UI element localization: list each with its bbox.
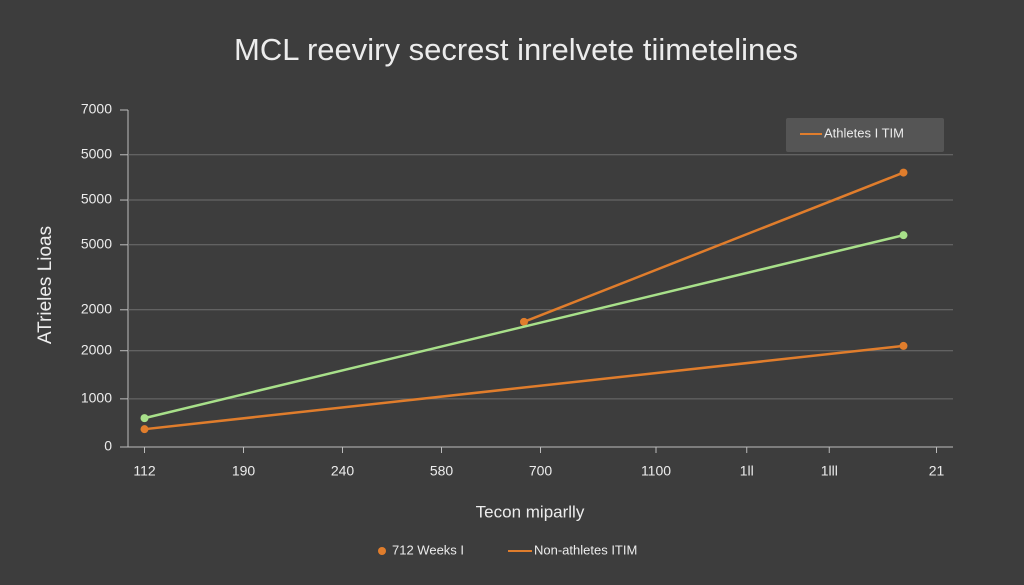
x-tick-label: 1ll	[740, 463, 754, 479]
x-tick-label: 240	[331, 463, 355, 479]
data-point	[899, 231, 908, 240]
legend-label: Non-athletes ITIM	[534, 542, 637, 557]
x-tick-label: 1100	[641, 463, 671, 479]
x-tick-label: 700	[529, 463, 553, 479]
y-tick-label: 5000	[81, 191, 112, 207]
data-point	[140, 425, 149, 434]
legend-box	[786, 118, 944, 152]
y-tick-label: 0	[104, 438, 112, 454]
series-line	[523, 171, 904, 323]
y-tick-label: 2000	[81, 300, 112, 316]
x-axis-label: Tecon miparlly	[476, 502, 585, 521]
y-tick-label: 1000	[81, 390, 112, 406]
y-axis-label: ATrieles Lioas	[35, 226, 56, 344]
data-point	[899, 341, 908, 350]
data-point	[899, 168, 908, 177]
legend-label: Athletes I TIM	[824, 125, 904, 140]
y-tick-label: 5000	[81, 236, 112, 252]
legend-label: 712 Weeks I	[392, 542, 464, 557]
x-tick-label: 580	[430, 463, 454, 479]
series-line	[144, 233, 904, 420]
series-line	[144, 344, 904, 431]
x-tick-label: 112	[133, 463, 156, 479]
y-tick-label: 5000	[81, 145, 112, 161]
y-tick-label: 7000	[81, 101, 112, 117]
legend-marker	[378, 547, 386, 555]
chart-title: MCL reeviry secrest inrelvete tiimetelin…	[234, 32, 798, 67]
data-point	[140, 414, 149, 423]
y-tick-label: 2000	[81, 341, 112, 357]
x-tick-label: 190	[232, 463, 256, 479]
x-tick-label: 21	[929, 463, 945, 479]
data-point	[520, 317, 528, 326]
x-tick-label: 1lll	[821, 463, 838, 479]
